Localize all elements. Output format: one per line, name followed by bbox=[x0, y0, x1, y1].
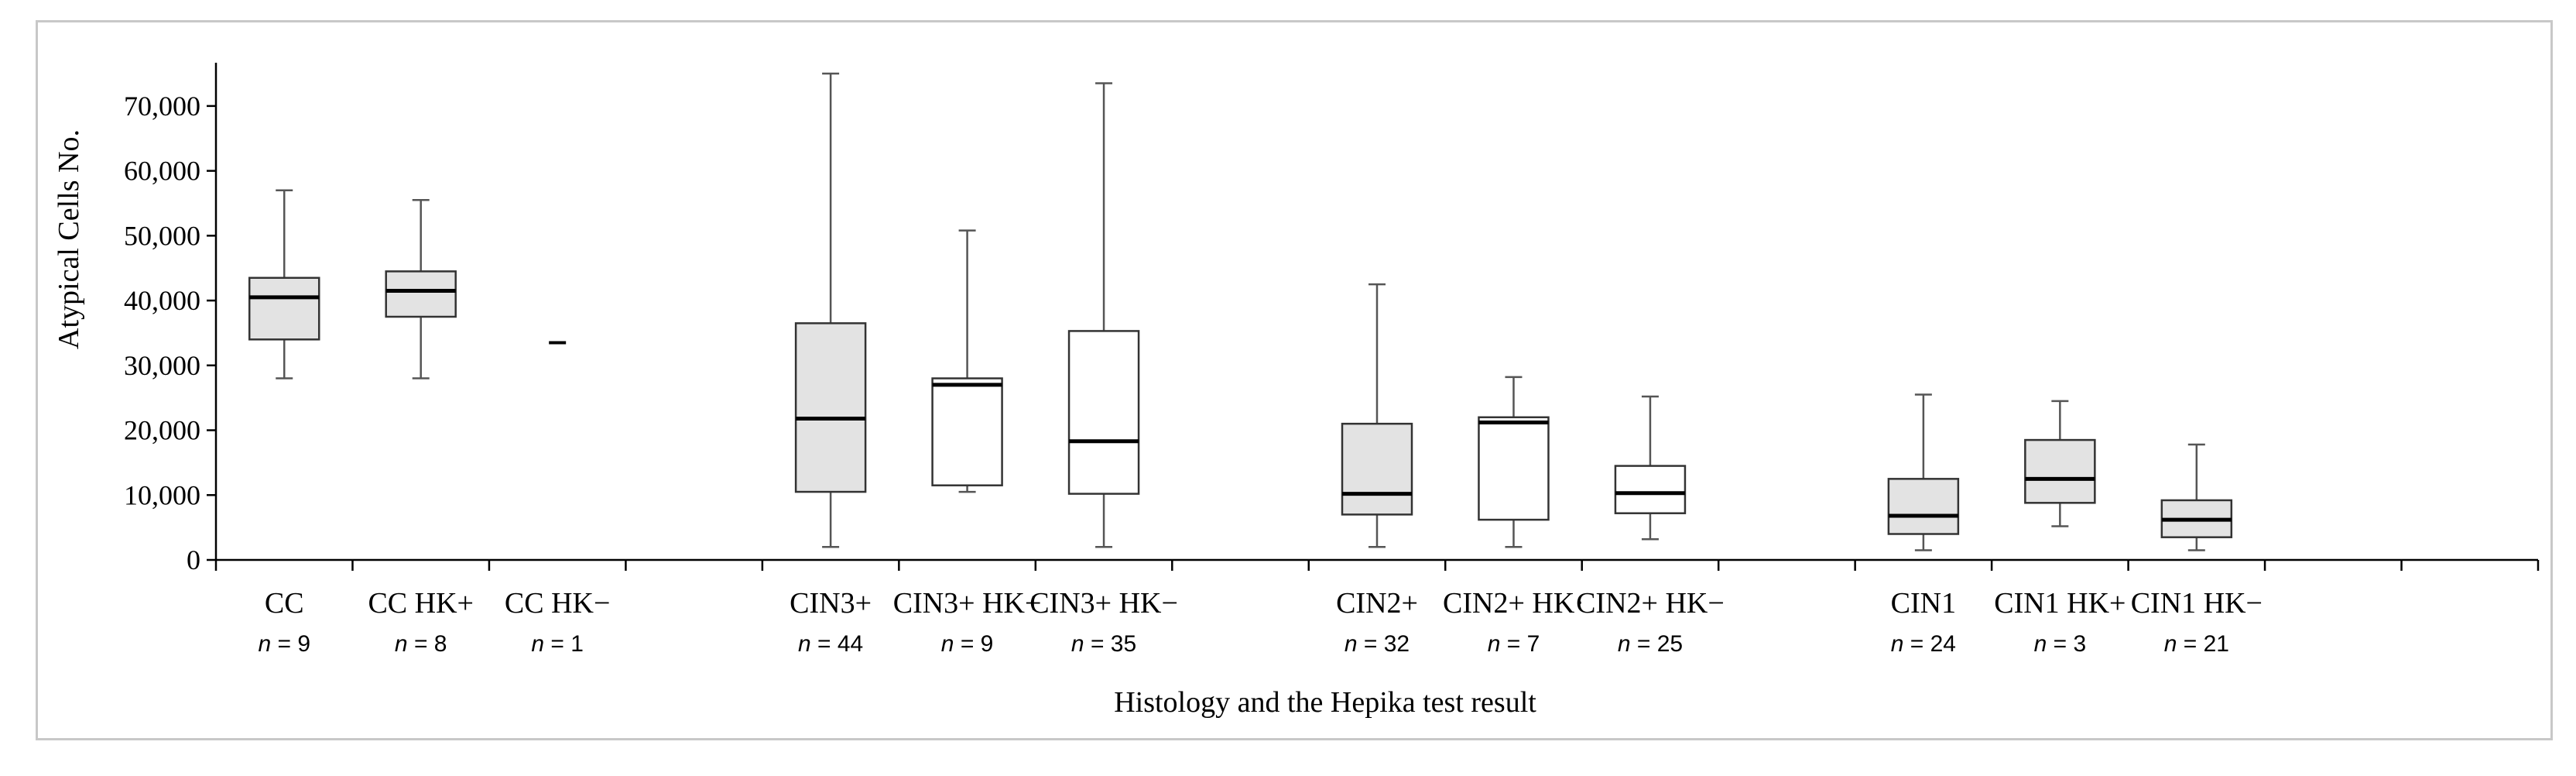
box-cc bbox=[248, 189, 320, 379]
category-label: CIN1 HK+ bbox=[1994, 587, 2126, 620]
y-tick-label: 0 bbox=[187, 544, 200, 575]
n-label: n = 1 bbox=[531, 631, 584, 657]
box-cin1-hk- bbox=[2160, 443, 2233, 551]
y-tick-label: 60,000 bbox=[124, 156, 200, 187]
box-cin2-hk- bbox=[1478, 376, 1550, 548]
iqr-box bbox=[2024, 438, 2096, 504]
category-label: CIN2+ HK− bbox=[1576, 587, 1725, 620]
box-cin2-hk- bbox=[1614, 395, 1687, 541]
box-cc-hk- bbox=[385, 199, 457, 379]
category-label: CIN2+ bbox=[1336, 587, 1418, 620]
y-axis: 0 10,000 20,000 30,000 40,000 50,000 60,000 70,… bbox=[124, 63, 218, 575]
y-tick-label: 20,000 bbox=[124, 415, 200, 446]
box-cin3-hk- bbox=[931, 229, 1003, 493]
category-label: CIN3+ HK− bbox=[1029, 587, 1178, 620]
x-axis: CC n = 9 CC HK+ n = 8 CC HK− n = 1 CIN3+ n = 44… bbox=[214, 558, 2540, 657]
y-axis-title: Atypical Cells No. bbox=[53, 129, 85, 349]
iqr-box bbox=[1067, 330, 1140, 495]
iqr-box bbox=[1887, 478, 1960, 535]
n-label: n = 21 bbox=[2164, 631, 2229, 657]
y-tick-label: 30,000 bbox=[124, 350, 200, 381]
category-label: CC HK− bbox=[505, 587, 611, 620]
iqr-box bbox=[931, 377, 1003, 486]
y-tick-label: 10,000 bbox=[124, 479, 200, 510]
y-tick-label: 40,000 bbox=[124, 285, 200, 316]
chart-frame: 0 10,000 20,000 30,000 40,000 50,000 60,000 70,… bbox=[36, 20, 2553, 740]
box-cin1 bbox=[1887, 393, 1960, 551]
n-label: n = 32 bbox=[1345, 631, 1410, 657]
box-cin3- bbox=[794, 72, 867, 548]
iqr-box bbox=[1478, 416, 1550, 521]
x-axis-title: Histology and the Hepika test result bbox=[1114, 686, 1536, 719]
box-plot-chart: 0 10,000 20,000 30,000 40,000 50,000 60,000 70,… bbox=[53, 63, 2540, 719]
n-label: n = 3 bbox=[2034, 631, 2087, 657]
iqr-box bbox=[248, 276, 320, 341]
category-label: CC bbox=[265, 587, 304, 620]
n-label: n = 7 bbox=[1488, 631, 1540, 657]
box-series bbox=[248, 72, 2233, 551]
n-label: n = 24 bbox=[1891, 631, 1956, 657]
n-label: n = 9 bbox=[941, 631, 994, 657]
y-tick-label: 70,000 bbox=[124, 91, 200, 122]
box-cin3-hk- bbox=[1067, 82, 1140, 548]
box-cin2- bbox=[1341, 283, 1413, 548]
category-label: CIN1 bbox=[1891, 587, 1956, 620]
n-label: n = 9 bbox=[258, 631, 310, 657]
box-cin1-hk- bbox=[2024, 400, 2096, 527]
iqr-box bbox=[1341, 422, 1413, 516]
iqr-box bbox=[1614, 465, 1687, 514]
category-label: CC HK+ bbox=[368, 587, 474, 620]
iqr-box bbox=[385, 270, 457, 318]
n-label: n = 44 bbox=[798, 631, 863, 657]
n-label: n = 8 bbox=[395, 631, 447, 657]
y-tick-label: 50,000 bbox=[124, 220, 200, 251]
iqr-box bbox=[794, 322, 867, 493]
n-label: n = 25 bbox=[1618, 631, 1683, 657]
category-label: CIN3+ HK+ bbox=[893, 587, 1042, 620]
category-label: CIN3+ bbox=[790, 587, 872, 620]
category-label: CIN1 HK− bbox=[2131, 587, 2263, 620]
category-label: CIN2+ HK· bbox=[1443, 587, 1584, 620]
n-label: n = 35 bbox=[1071, 631, 1136, 657]
